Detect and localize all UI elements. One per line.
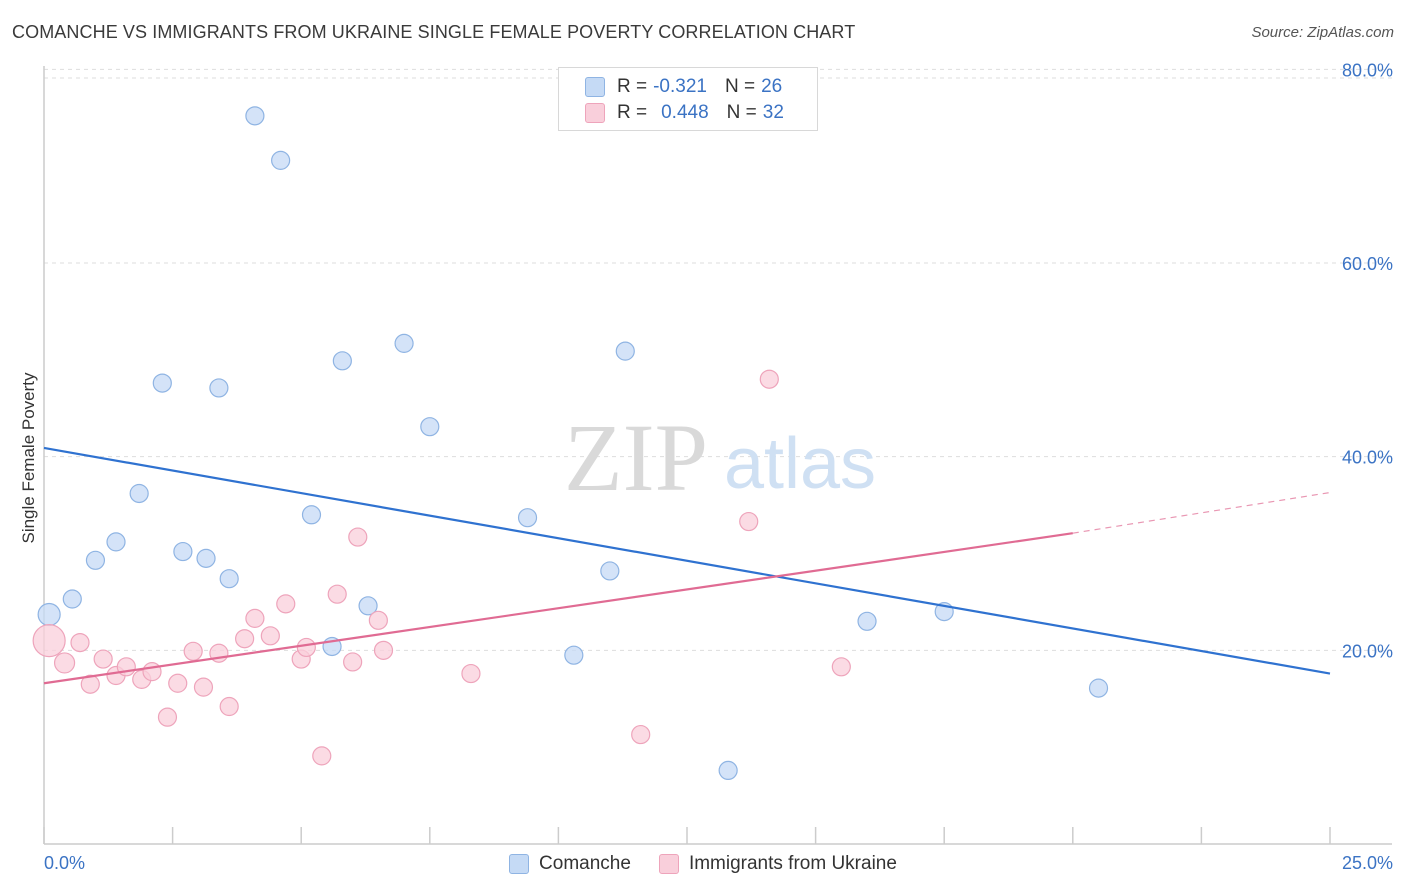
ukraine-point: [343, 652, 363, 672]
legend-n-label: N =: [724, 76, 756, 97]
ukraine-point: [739, 511, 759, 532]
series-legend: Comanche Immigrants from Ukraine: [0, 852, 1406, 876]
comanche-point: [615, 341, 635, 361]
comanche-point: [209, 378, 229, 398]
trend-lines: [43, 446, 1331, 685]
series-label-comanche: Comanche: [539, 853, 631, 874]
comanche-point: [152, 373, 172, 393]
legend-swatch-ukraine: [585, 103, 605, 123]
series-legend-ukraine[interactable]: Immigrants from Ukraine: [658, 853, 897, 875]
legend-r-value: 0.448: [661, 102, 709, 123]
series-swatch-ukraine: [658, 854, 679, 874]
legend-n-label: N =: [726, 102, 757, 123]
ukraine-point: [168, 673, 188, 693]
ukraine-point: [32, 624, 66, 658]
watermark: ZIP atlas: [564, 404, 876, 511]
comanche-point: [173, 541, 193, 562]
comanche-point: [62, 589, 82, 609]
ukraine-point: [142, 662, 162, 682]
comanche-point: [196, 548, 216, 568]
watermark-zip: ZIP: [564, 404, 708, 511]
comanche-point: [271, 150, 291, 170]
ukraine-point: [93, 649, 113, 669]
comanche-point: [517, 508, 538, 528]
ukraine-point: [296, 637, 316, 658]
y-tick-label: 40.0%: [1342, 448, 1393, 468]
legend-r-label: R =: [617, 76, 648, 97]
comanche-point: [85, 550, 106, 570]
comanche-point: [129, 483, 149, 504]
gridlines: [44, 68, 1392, 651]
ukraine-point: [245, 608, 265, 628]
ukraine-point: [235, 629, 255, 649]
series-swatch-comanche: [509, 854, 530, 874]
series-legend-comanche[interactable]: Comanche: [509, 853, 631, 875]
ukraine-trend-extension: [1072, 491, 1331, 534]
comanche-point: [718, 760, 738, 781]
y-tick-label: 60.0%: [1342, 254, 1393, 274]
ukraine-point: [219, 696, 239, 717]
ukraine-point: [312, 746, 332, 766]
ukraine-point: [80, 674, 100, 694]
legend-row-ukraine: R = 0.448 N = 32: [585, 101, 784, 125]
ukraine-point: [759, 369, 779, 389]
watermark-atlas: atlas: [724, 424, 876, 504]
axes: [43, 66, 1392, 845]
comanche-point: [301, 505, 322, 525]
chart-title: COMANCHE VS IMMIGRANTS FROM UKRAINE SING…: [12, 22, 856, 42]
ukraine-point: [461, 663, 481, 684]
ukraine-point: [70, 632, 90, 653]
legend-r-value: -0.321: [653, 76, 707, 97]
comanche-point: [106, 532, 126, 552]
correlation-legend: R = -0.321 N = 26 R = 0.448 N = 32: [558, 67, 818, 131]
legend-swatch-comanche: [585, 77, 605, 97]
comanche-point: [420, 417, 440, 437]
comanche-point: [1088, 678, 1109, 698]
ukraine-point: [327, 584, 347, 604]
legend-r-label: R =: [617, 102, 648, 123]
series-label-ukraine: Immigrants from Ukraine: [688, 853, 897, 874]
data-points: [32, 106, 1109, 781]
ukraine-trend-line: [43, 532, 1073, 685]
comanche-point: [332, 351, 352, 371]
ukraine-point: [348, 527, 368, 547]
ukraine-point: [183, 641, 203, 661]
ukraine-point: [276, 594, 296, 614]
comanche-point: [394, 333, 414, 353]
x-tick-label: 0.0%: [44, 853, 85, 873]
y-axis-label: Single Female Poverty: [19, 372, 38, 544]
ukraine-point: [368, 610, 388, 630]
source-label: Source: ZipAtlas.com: [1251, 24, 1394, 41]
y-tick-label: 20.0%: [1342, 641, 1393, 661]
legend-row-comanche: R = -0.321 N = 26: [585, 75, 782, 99]
ukraine-point: [373, 640, 394, 660]
legend-n-value: 26: [761, 76, 783, 97]
ukraine-point: [260, 626, 280, 646]
comanche-point: [358, 596, 378, 616]
x-tick-label: 25.0%: [1342, 853, 1393, 873]
comanche-point: [600, 561, 620, 581]
legend-n-value: 32: [762, 102, 784, 123]
ukraine-point: [193, 677, 214, 697]
ukraine-point: [157, 707, 178, 727]
ukraine-point: [831, 657, 851, 677]
tick-labels: 20.0% 40.0% 60.0% 80.0% 0.0% 25.0%: [44, 60, 1393, 873]
comanche-point: [37, 602, 61, 627]
comanche-point: [219, 569, 239, 589]
comanche-point: [564, 645, 584, 665]
ukraine-point: [631, 724, 651, 745]
comanche-point: [857, 611, 877, 631]
ukraine-point: [53, 652, 76, 674]
comanche-point: [245, 106, 265, 126]
comanche-trend-line: [43, 446, 1331, 675]
y-tick-label: 80.0%: [1342, 60, 1393, 80]
